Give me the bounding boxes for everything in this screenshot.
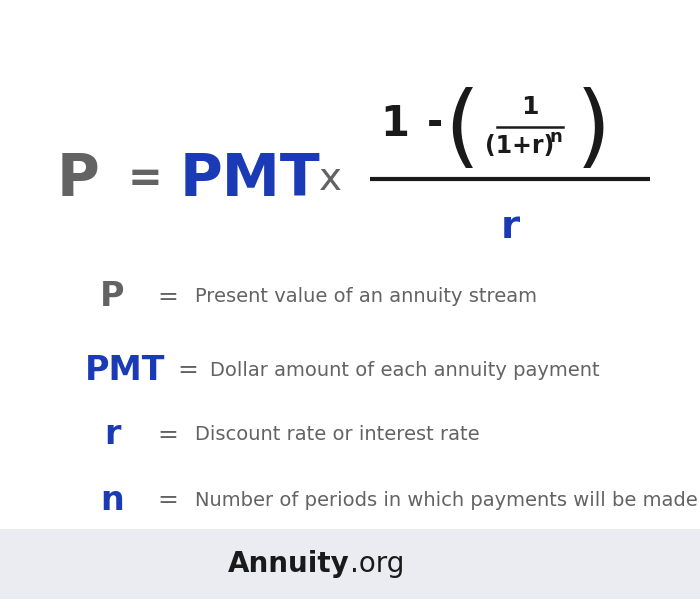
Text: PMT: PMT <box>180 150 321 207</box>
Text: ): ) <box>575 87 610 175</box>
Text: PMT: PMT <box>85 353 165 386</box>
Text: 1: 1 <box>522 95 539 119</box>
Text: r: r <box>500 208 519 246</box>
Text: 1: 1 <box>381 103 409 145</box>
Text: P: P <box>99 280 125 313</box>
Text: P: P <box>57 150 99 207</box>
Text: Present value of an annuity stream: Present value of an annuity stream <box>195 288 537 307</box>
Text: x: x <box>318 160 342 198</box>
Text: -: - <box>427 105 443 143</box>
Text: Number of periods in which payments will be made: Number of periods in which payments will… <box>195 491 698 510</box>
Text: n: n <box>100 483 124 516</box>
Text: =: = <box>127 158 162 200</box>
Text: =: = <box>158 285 178 309</box>
Text: =: = <box>158 488 178 512</box>
Text: (1+r): (1+r) <box>485 134 554 158</box>
Bar <box>0 529 700 599</box>
Text: =: = <box>178 358 198 382</box>
Text: =: = <box>158 423 178 447</box>
Text: (: ( <box>444 87 480 175</box>
Text: Dollar amount of each annuity payment: Dollar amount of each annuity payment <box>210 361 600 380</box>
Text: r: r <box>104 419 120 452</box>
Text: .org: .org <box>350 550 405 578</box>
Text: Discount rate or interest rate: Discount rate or interest rate <box>195 425 480 444</box>
Text: n: n <box>550 128 562 146</box>
Text: Annuity: Annuity <box>228 550 350 578</box>
